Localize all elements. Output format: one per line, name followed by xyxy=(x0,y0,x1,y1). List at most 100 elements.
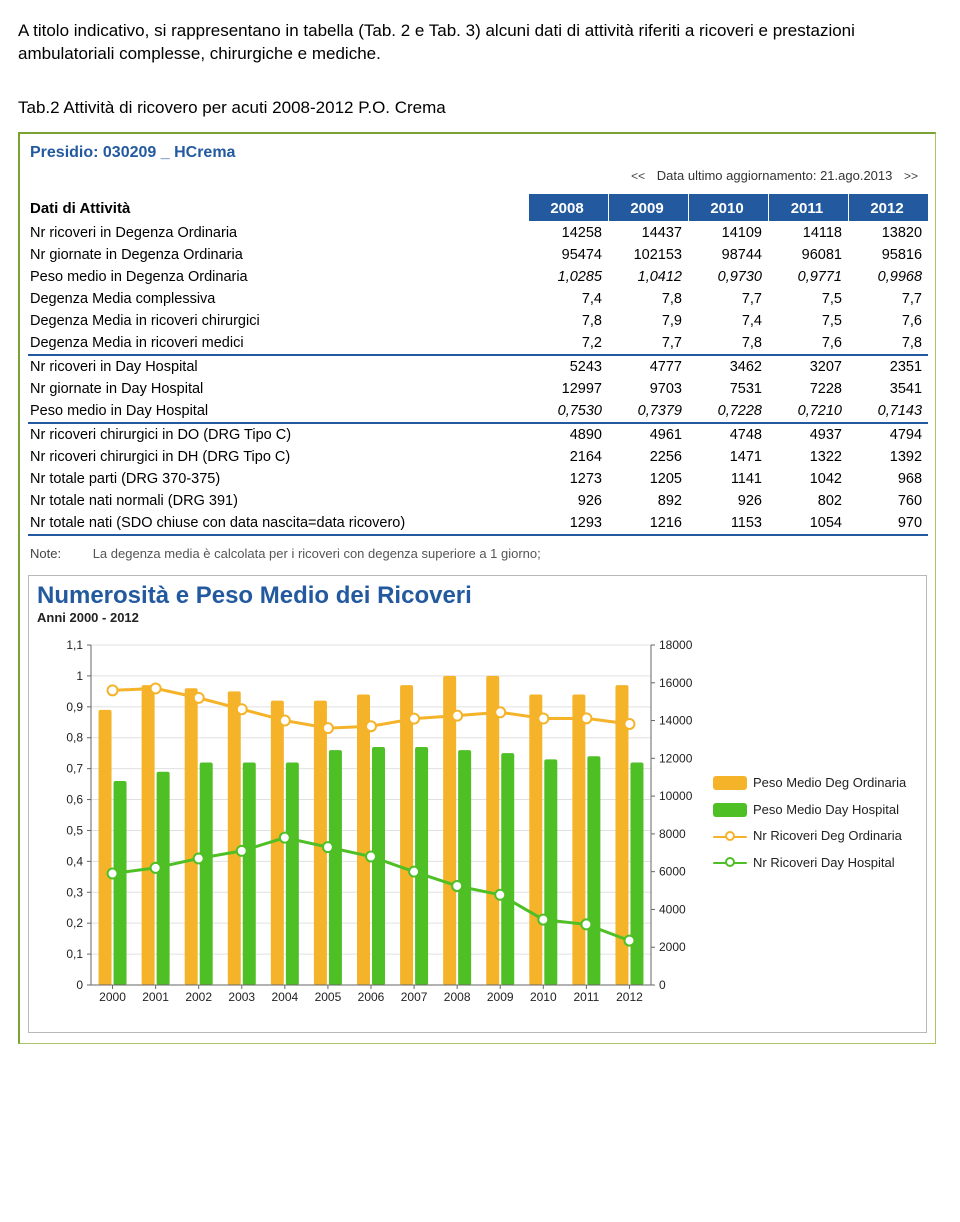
row-value: 1322 xyxy=(768,446,848,468)
svg-text:2002: 2002 xyxy=(185,990,212,1004)
row-value: 1,0412 xyxy=(608,266,688,288)
row-value: 802 xyxy=(768,490,848,512)
svg-text:10000: 10000 xyxy=(659,789,693,803)
row-value: 7,8 xyxy=(688,332,768,355)
row-value: 0,9730 xyxy=(688,266,768,288)
row-label: Degenza Media in ricoveri chirurgici xyxy=(28,310,528,332)
legend-label: Nr Ricoveri Deg Ordinaria xyxy=(753,824,902,849)
svg-text:6000: 6000 xyxy=(659,865,686,879)
svg-text:18000: 18000 xyxy=(659,638,693,652)
row-value: 0,7210 xyxy=(768,400,848,423)
row-value: 2351 xyxy=(848,356,928,378)
svg-text:2009: 2009 xyxy=(487,990,514,1004)
section-title: Dati di Attività xyxy=(28,193,528,221)
svg-text:0,4: 0,4 xyxy=(66,854,83,868)
svg-text:0,7: 0,7 xyxy=(66,762,83,776)
row-label: Nr giornate in Day Hospital xyxy=(28,378,528,400)
legend-item: Nr Ricoveri Deg Ordinaria xyxy=(713,824,906,849)
svg-text:0: 0 xyxy=(76,978,83,992)
row-value: 0,7379 xyxy=(608,400,688,423)
row-value: 0,9968 xyxy=(848,266,928,288)
col-year-0: 2008 xyxy=(528,193,608,221)
row-value: 4748 xyxy=(688,424,768,446)
legend-line-icon xyxy=(713,856,747,870)
row-value: 7228 xyxy=(768,378,848,400)
chart-plot: 00,10,20,30,40,50,60,70,80,911,102000400… xyxy=(37,631,707,1026)
row-value: 7,6 xyxy=(768,332,848,355)
table-row: Degenza Media in ricoveri medici7,27,77,… xyxy=(28,332,928,355)
row-value: 7,2 xyxy=(528,332,608,355)
row-value: 7,5 xyxy=(768,288,848,310)
row-value: 5243 xyxy=(528,356,608,378)
row-value: 7,6 xyxy=(848,310,928,332)
row-value: 7,5 xyxy=(768,310,848,332)
svg-text:0,8: 0,8 xyxy=(66,731,83,745)
row-value: 4961 xyxy=(608,424,688,446)
row-label: Degenza Media complessiva xyxy=(28,288,528,310)
row-value: 12997 xyxy=(528,378,608,400)
row-value: 926 xyxy=(688,490,768,512)
row-value: 7,8 xyxy=(528,310,608,332)
row-value: 7,7 xyxy=(848,288,928,310)
row-value: 9703 xyxy=(608,378,688,400)
note-text: La degenza media è calcolata per i ricov… xyxy=(93,546,541,561)
row-label: Nr giornate in Degenza Ordinaria xyxy=(28,244,528,266)
row-label: Nr totale nati (SDO chiuse con data nasc… xyxy=(28,512,528,535)
scroll-prev-button[interactable]: << xyxy=(623,169,653,183)
row-value: 0,7530 xyxy=(528,400,608,423)
col-year-2: 2010 xyxy=(688,193,768,221)
row-value: 14437 xyxy=(608,221,688,244)
row-value: 1392 xyxy=(848,446,928,468)
legend-item: Nr Ricoveri Day Hospital xyxy=(713,851,906,876)
row-value: 1293 xyxy=(528,512,608,535)
table-caption: Tab.2 Attività di ricovero per acuti 200… xyxy=(18,98,942,118)
row-label: Degenza Media in ricoveri medici xyxy=(28,332,528,355)
row-value: 96081 xyxy=(768,244,848,266)
row-value: 1153 xyxy=(688,512,768,535)
svg-text:0,2: 0,2 xyxy=(66,916,83,930)
row-value: 14109 xyxy=(688,221,768,244)
table-row: Nr giornate in Degenza Ordinaria95474102… xyxy=(28,244,928,266)
svg-text:16000: 16000 xyxy=(659,676,693,690)
table-row: Peso medio in Degenza Ordinaria1,02851,0… xyxy=(28,266,928,288)
svg-text:0,5: 0,5 xyxy=(66,823,83,837)
svg-text:2000: 2000 xyxy=(659,940,686,954)
row-value: 1,0285 xyxy=(528,266,608,288)
row-label: Peso medio in Day Hospital xyxy=(28,400,528,423)
row-value: 3462 xyxy=(688,356,768,378)
svg-text:2011: 2011 xyxy=(573,990,599,1004)
row-value: 1042 xyxy=(768,468,848,490)
svg-text:2003: 2003 xyxy=(228,990,255,1004)
row-value: 7,4 xyxy=(528,288,608,310)
table-row: Peso medio in Day Hospital0,75300,7379 0,… xyxy=(28,400,928,423)
row-label: Nr totale parti (DRG 370-375) xyxy=(28,468,528,490)
legend-line-icon xyxy=(713,830,747,844)
data-panel: Presidio: 030209 _ HCrema << Data ultimo… xyxy=(18,132,936,1044)
col-year-1: 2009 xyxy=(608,193,688,221)
row-value: 98744 xyxy=(688,244,768,266)
svg-text:12000: 12000 xyxy=(659,751,693,765)
row-value: 1216 xyxy=(608,512,688,535)
row-value: 95816 xyxy=(848,244,928,266)
svg-text:0,3: 0,3 xyxy=(66,885,83,899)
row-value: 926 xyxy=(528,490,608,512)
row-value: 4937 xyxy=(768,424,848,446)
row-label: Nr ricoveri in Degenza Ordinaria xyxy=(28,221,528,244)
scroll-next-button[interactable]: >> xyxy=(896,169,926,183)
chart-subtitle: Anni 2000 - 2012 xyxy=(37,610,918,625)
svg-text:0,9: 0,9 xyxy=(66,700,83,714)
row-value: 7,4 xyxy=(688,310,768,332)
svg-text:1: 1 xyxy=(76,669,83,683)
legend-swatch xyxy=(713,776,747,790)
legend-label: Peso Medio Deg Ordinaria xyxy=(753,771,906,796)
row-value: 968 xyxy=(848,468,928,490)
row-label: Nr totale nati normali (DRG 391) xyxy=(28,490,528,512)
row-value: 892 xyxy=(608,490,688,512)
table-row: Degenza Media complessiva7,47,87,77,57,7 xyxy=(28,288,928,310)
row-label: Nr ricoveri in Day Hospital xyxy=(28,356,528,378)
row-value: 1054 xyxy=(768,512,848,535)
row-value: 7,8 xyxy=(848,332,928,355)
row-value: 14258 xyxy=(528,221,608,244)
row-value: 2256 xyxy=(608,446,688,468)
row-value: 95474 xyxy=(528,244,608,266)
